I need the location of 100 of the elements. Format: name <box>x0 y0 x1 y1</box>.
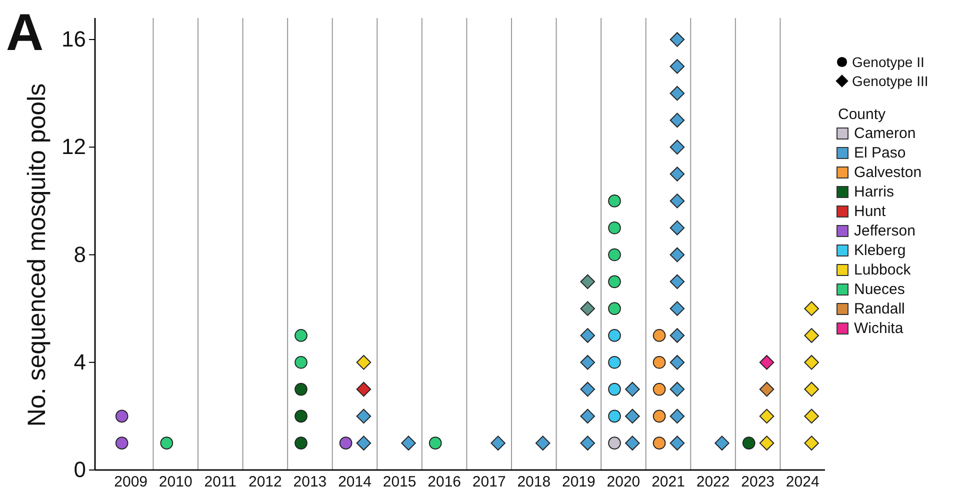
point <box>339 436 352 450</box>
point <box>625 382 640 397</box>
point <box>580 301 596 316</box>
point <box>294 436 308 450</box>
point <box>670 59 685 74</box>
x-tick-label: 2023 <box>741 474 775 491</box>
point <box>428 436 442 450</box>
point <box>490 436 506 450</box>
point <box>608 436 621 450</box>
x-tick-label: 2013 <box>293 474 327 491</box>
point <box>608 329 621 342</box>
point <box>160 436 174 450</box>
point <box>670 140 685 155</box>
x-tick-label: 2022 <box>696 474 730 491</box>
point <box>115 436 128 450</box>
point <box>670 220 685 236</box>
x-tick-label: 2014 <box>338 474 372 491</box>
point <box>401 436 416 450</box>
x-tick-label: 2017 <box>472 474 506 491</box>
point <box>804 436 819 450</box>
x-tick-label: 2018 <box>517 474 551 491</box>
point <box>804 382 819 397</box>
point <box>608 382 621 396</box>
point <box>759 436 774 450</box>
x-tick-label: 2010 <box>158 474 192 491</box>
legend-title: County <box>838 106 886 123</box>
point <box>625 408 640 424</box>
point <box>580 382 596 397</box>
point <box>652 410 666 423</box>
x-tick-label: 2024 <box>786 474 820 491</box>
y-tick-label: 16 <box>62 26 86 52</box>
point <box>759 382 774 397</box>
x-tick-label: 2016 <box>428 474 462 491</box>
point <box>670 112 685 128</box>
point <box>115 410 128 423</box>
point <box>608 248 621 262</box>
point <box>670 382 685 397</box>
legend-label: Nueces <box>854 281 905 298</box>
y-tick-label: 0 <box>74 457 86 482</box>
point <box>580 436 596 450</box>
point <box>670 32 685 47</box>
x-tick-label: 2020 <box>606 474 640 491</box>
legend-label: Randall <box>854 300 905 318</box>
point <box>670 194 685 208</box>
x-tick-label: 2021 <box>652 474 685 491</box>
point <box>356 436 372 450</box>
point <box>742 436 756 450</box>
y-tick-label: 8 <box>74 242 86 267</box>
point <box>670 354 685 370</box>
point <box>608 302 621 315</box>
x-tick-label: 2009 <box>114 474 148 491</box>
legend-label: Harris <box>854 184 894 200</box>
legend-label: El Paso <box>854 144 906 162</box>
point <box>714 436 730 450</box>
legend-label: Lubbock <box>854 262 912 278</box>
point <box>294 410 308 423</box>
point <box>670 301 685 316</box>
point <box>804 301 819 316</box>
legend-label: Jefferson <box>854 222 916 240</box>
text: Genotype III <box>852 73 928 89</box>
point <box>608 356 621 369</box>
point <box>356 354 372 370</box>
y-tick-label: 4 <box>74 349 86 374</box>
x-tick-label: 2019 <box>562 474 596 491</box>
point <box>652 382 666 396</box>
point <box>670 274 685 290</box>
point <box>759 408 774 424</box>
point <box>535 436 550 450</box>
point <box>580 408 596 424</box>
x-tick-label: 2011 <box>204 474 237 491</box>
point <box>652 356 666 369</box>
point <box>670 247 685 262</box>
point <box>670 436 685 450</box>
point <box>608 410 621 423</box>
point <box>804 354 819 370</box>
point <box>580 354 596 370</box>
y-tick-label: 12 <box>62 134 86 160</box>
point <box>625 436 640 450</box>
point <box>670 408 685 424</box>
legend-label: Cameron <box>854 125 916 142</box>
point <box>608 194 621 208</box>
point <box>608 275 621 288</box>
point <box>356 382 372 397</box>
point <box>580 274 596 290</box>
legend-label: Galveston <box>854 164 922 181</box>
point <box>759 354 774 370</box>
point <box>804 408 819 424</box>
point <box>652 329 666 342</box>
text: A <box>6 4 44 62</box>
legend-label: Hunt <box>854 203 887 220</box>
point <box>294 382 308 396</box>
x-tick-label: 2012 <box>248 474 282 491</box>
legend-label: Wichita <box>854 320 904 337</box>
point <box>356 408 372 424</box>
point <box>670 166 685 182</box>
point <box>580 328 596 343</box>
point <box>294 329 308 342</box>
point <box>652 436 666 450</box>
point <box>608 221 621 234</box>
point <box>670 328 685 343</box>
